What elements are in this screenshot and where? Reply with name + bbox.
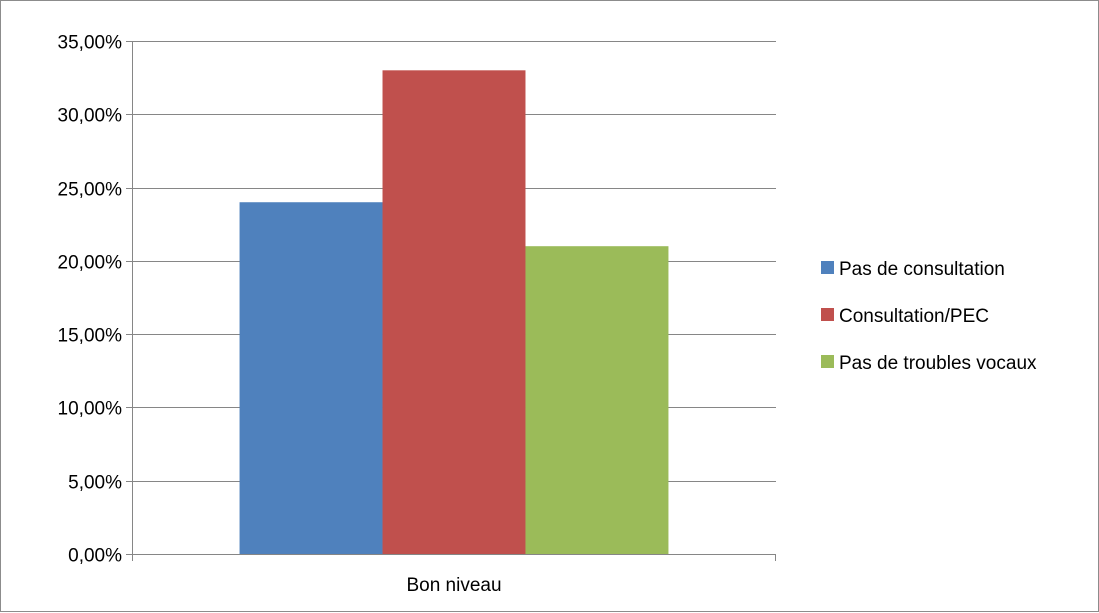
legend-label: Pas de troubles vocaux <box>839 353 1037 374</box>
y-tick-label: 15,00% <box>58 326 123 347</box>
legend-label: Pas de consultation <box>839 259 1005 280</box>
bars <box>239 70 669 555</box>
x-category-labels: Bon niveau <box>406 575 501 596</box>
y-tick-label: 35,00% <box>58 33 123 54</box>
y-tick-label: 5,00% <box>68 473 122 494</box>
x-category-label: Bon niveau <box>406 575 501 596</box>
y-tick-label: 30,00% <box>58 106 123 127</box>
bar <box>382 70 526 555</box>
y-tick-label: 10,00% <box>58 399 123 420</box>
legend-swatch <box>821 355 834 368</box>
legend-swatch <box>821 308 834 321</box>
legend-label: Consultation/PEC <box>839 306 989 327</box>
axes <box>126 41 776 561</box>
y-tick-label: 0,00% <box>68 546 122 567</box>
bar <box>525 246 669 554</box>
y-tick-labels: 0,00% 5,00% 10,00% 15,00% 20,00% 25,00% 30,00%… <box>58 33 123 567</box>
legend: Pas de consultation Consultation/PEC Pas d… <box>821 259 1037 374</box>
bar <box>239 202 383 554</box>
legend-swatch <box>821 261 834 274</box>
y-tick-label: 20,00% <box>58 253 123 274</box>
y-tick-label: 25,00% <box>58 180 123 201</box>
